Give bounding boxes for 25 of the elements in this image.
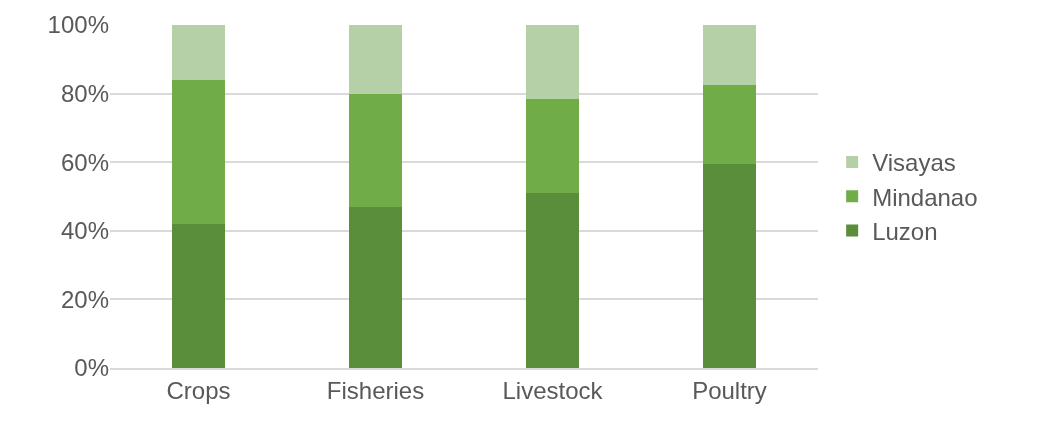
y-tick-label: 80% bbox=[60, 80, 109, 107]
y-tick-label: 20% bbox=[60, 285, 109, 313]
x-tick-label: Fisheries bbox=[326, 376, 425, 404]
y-tick-label: 60% bbox=[60, 148, 109, 176]
bar bbox=[702, 163, 757, 368]
y-tick-label: 40% bbox=[60, 217, 109, 245]
legend-label: Mindanao bbox=[872, 183, 978, 211]
bar bbox=[171, 223, 226, 368]
bar bbox=[348, 206, 403, 368]
bar bbox=[702, 85, 757, 164]
bar bbox=[702, 25, 757, 86]
y-tick-label: 100% bbox=[47, 11, 109, 39]
bar bbox=[525, 98, 580, 194]
x-tick-label: Livestock bbox=[502, 376, 604, 404]
bar bbox=[348, 93, 403, 207]
bar bbox=[348, 25, 403, 94]
bar bbox=[525, 25, 580, 99]
x-tick-label: Crops bbox=[166, 376, 231, 404]
bar bbox=[525, 193, 580, 368]
y-tick-label: 0% bbox=[74, 354, 109, 382]
x-tick-label: Poultry bbox=[692, 376, 767, 404]
legend-label: Luzon bbox=[872, 217, 938, 245]
bar bbox=[171, 79, 226, 224]
bar bbox=[171, 25, 226, 80]
legend-label: Visayas bbox=[872, 149, 956, 177]
